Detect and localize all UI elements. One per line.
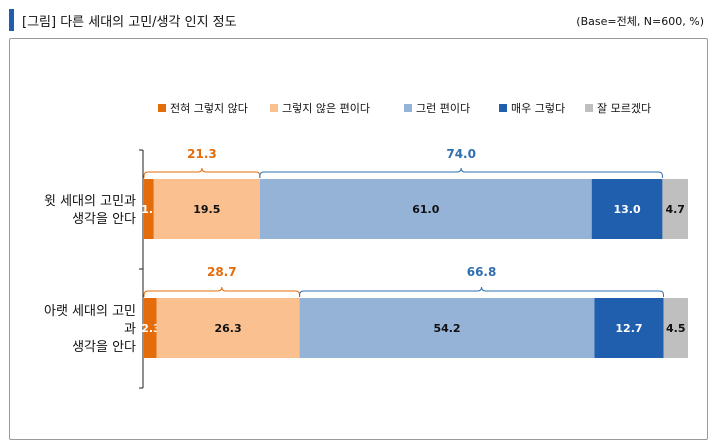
bar-segment-2-2: [156, 298, 300, 358]
legend-swatch-5: [585, 104, 593, 112]
bar-value-label-2-2: 26.3: [214, 322, 241, 335]
bar-value-label-2-4: 12.7: [615, 322, 642, 335]
bar-segment-2-1: [144, 298, 157, 358]
bar-segment-1-2: [153, 179, 260, 239]
bar-value-label-2-1: 2.3: [141, 322, 161, 335]
negative-bracket-2: [143, 286, 301, 297]
chart-title: [그림] 다른 세대의 고민/생각 인지 정도: [22, 15, 237, 30]
legend-label-2: 그렇지 않은 편이다: [282, 102, 370, 115]
bar-value-label-2-5: 4.5: [666, 322, 686, 335]
bar-segment-2-4: [594, 298, 664, 358]
negative-total-label-1: 21.3: [187, 147, 217, 161]
category-label-2-line-3: 생각을 안다: [72, 340, 136, 355]
legend-swatch-2: [270, 104, 278, 112]
base-note: (Base=전체, N=600, %): [576, 15, 704, 28]
legend-label-1: 전혀 그렇지 않다: [170, 102, 248, 115]
positive-bracket-1: [259, 167, 663, 178]
category-label-2-line-1: 아랫 세대의 고민: [44, 304, 136, 319]
bar-segment-1-4: [591, 179, 663, 239]
category-label-1-line-1: 윗 세대의 고민과: [44, 194, 136, 209]
bar-segment-1-1: [144, 179, 154, 239]
bar-segment-1-5: [662, 179, 688, 239]
header-accent-bar: [9, 9, 14, 31]
legend-label-3: 그런 편이다: [416, 102, 470, 115]
bar-value-label-1-4: 13.0: [614, 203, 641, 216]
category-label-1-line-2: 생각을 안다: [72, 212, 136, 227]
legend-swatch-1: [158, 104, 166, 112]
bar-value-label-1-5: 4.7: [665, 203, 685, 216]
legend-swatch-3: [404, 104, 412, 112]
chart-frame: [9, 38, 708, 440]
category-label-2-line-2: 과: [124, 322, 136, 337]
bar-segment-2-3: [299, 298, 595, 358]
bar-value-label-2-3: 54.2: [433, 322, 460, 335]
negative-total-label-2: 28.7: [207, 265, 237, 279]
positive-total-label-2: 66.8: [467, 265, 497, 279]
chart-header: [그림] 다른 세대의 고민/생각 인지 정도 (Base=전체, N=600,…: [0, 0, 712, 38]
legend-label-4: 매우 그렇다: [511, 102, 565, 115]
bar-value-label-1-2: 19.5: [193, 203, 220, 216]
bar-value-label-1-3: 61.0: [412, 203, 439, 216]
negative-bracket-1: [143, 167, 261, 178]
legend-label-5: 잘 모르겠다: [597, 102, 651, 115]
positive-total-label-1: 74.0: [446, 147, 476, 161]
bar-segment-1-3: [259, 179, 592, 239]
legend-swatch-4: [499, 104, 507, 112]
positive-bracket-2: [299, 286, 665, 297]
bar-segment-2-5: [663, 298, 688, 358]
